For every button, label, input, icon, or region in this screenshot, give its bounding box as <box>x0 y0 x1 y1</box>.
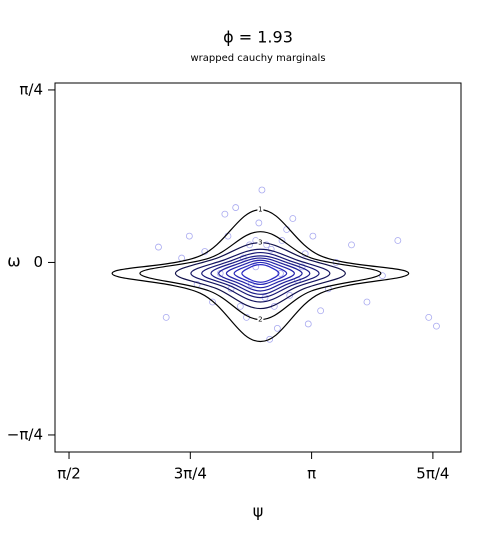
scatter-point <box>394 237 402 244</box>
scatter-point <box>155 243 162 251</box>
scatter-point <box>266 335 274 343</box>
contour-label: 1 <box>258 206 262 214</box>
contour-line <box>241 264 280 283</box>
contour-line <box>139 231 382 321</box>
x-tick-label: π <box>307 465 316 483</box>
contour-label-bg <box>257 205 264 214</box>
contour-label-bg <box>257 238 264 247</box>
contour-label: 3 <box>258 239 262 247</box>
scatter-point <box>304 320 312 328</box>
contour-line <box>174 242 346 310</box>
scatter-point <box>232 204 240 211</box>
scatter-point <box>278 237 286 244</box>
scatter-point <box>255 219 263 227</box>
contour-line <box>233 261 288 286</box>
scatter-point <box>236 302 244 310</box>
scatter-point <box>317 307 325 315</box>
contour-label-bg <box>257 315 264 324</box>
contour-line <box>210 255 311 295</box>
scatter-point <box>309 232 317 240</box>
scatter-point <box>209 298 216 306</box>
scatter-point <box>221 210 229 218</box>
scatter-point <box>216 270 224 277</box>
chart-title: ϕ = 1.93 <box>223 28 293 47</box>
scatter-point <box>258 186 266 194</box>
scatter-point <box>363 298 371 306</box>
y-axis-label: ω <box>7 252 20 271</box>
scatter-point <box>185 232 193 240</box>
scatter-point <box>162 313 170 321</box>
scatter-point <box>289 215 297 222</box>
scatter-point <box>273 324 281 332</box>
contour-label: 2 <box>258 316 262 324</box>
contour-line <box>201 251 320 299</box>
contour-line <box>190 248 331 303</box>
scatter-point <box>263 241 270 249</box>
contour-line <box>225 259 295 289</box>
plot-frame <box>54 82 462 453</box>
scatter-point <box>286 291 294 299</box>
contour-line <box>111 209 410 343</box>
contour-line <box>218 257 303 292</box>
y-tick-label: −π/4 <box>7 425 43 443</box>
x-tick-label: 3π/4 <box>174 465 207 483</box>
scatter-point <box>252 263 260 271</box>
y-tick-label: 0 <box>33 253 43 271</box>
scatter-point <box>433 322 440 330</box>
x-axis-label: ψ <box>253 502 264 521</box>
scatter-point <box>348 241 355 249</box>
scatter-point <box>267 245 275 253</box>
x-tick-label: π/2 <box>57 465 81 483</box>
y-tick-label: π/4 <box>19 80 43 98</box>
chart-subtitle: wrapped cauchy marginals <box>190 53 325 64</box>
scatter-point <box>425 313 433 321</box>
scatter-point <box>277 270 284 277</box>
x-tick-label: 5π/4 <box>416 465 449 483</box>
